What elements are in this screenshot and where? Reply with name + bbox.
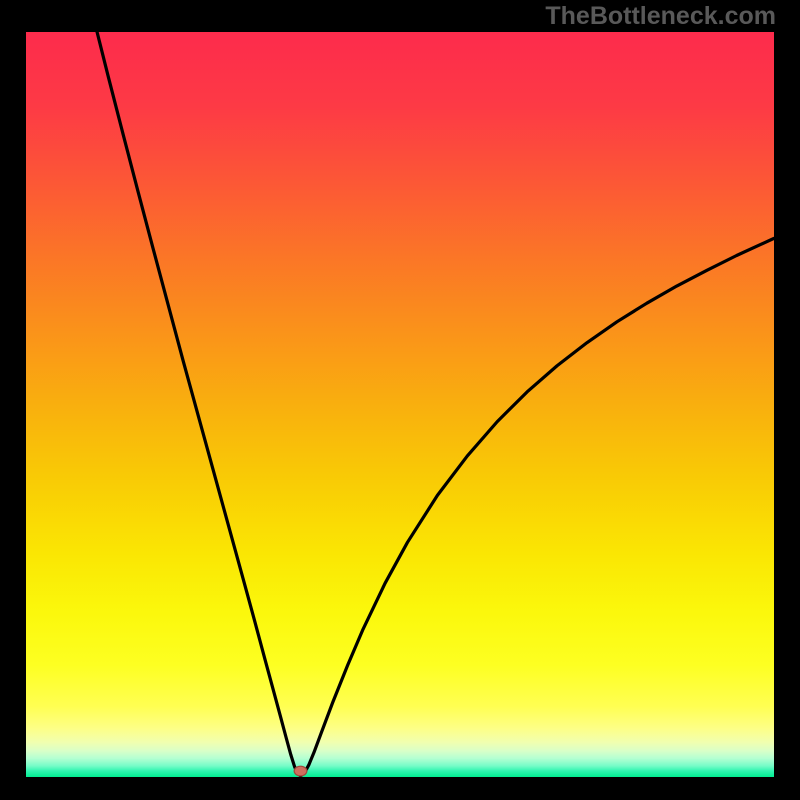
bottleneck-curve-chart [26,32,774,777]
gradient-background [26,32,774,777]
plot-area [26,32,774,777]
optimal-point-marker [294,766,307,776]
watermark-text: TheBottleneck.com [545,2,776,31]
chart-frame: TheBottleneck.com [0,0,800,800]
